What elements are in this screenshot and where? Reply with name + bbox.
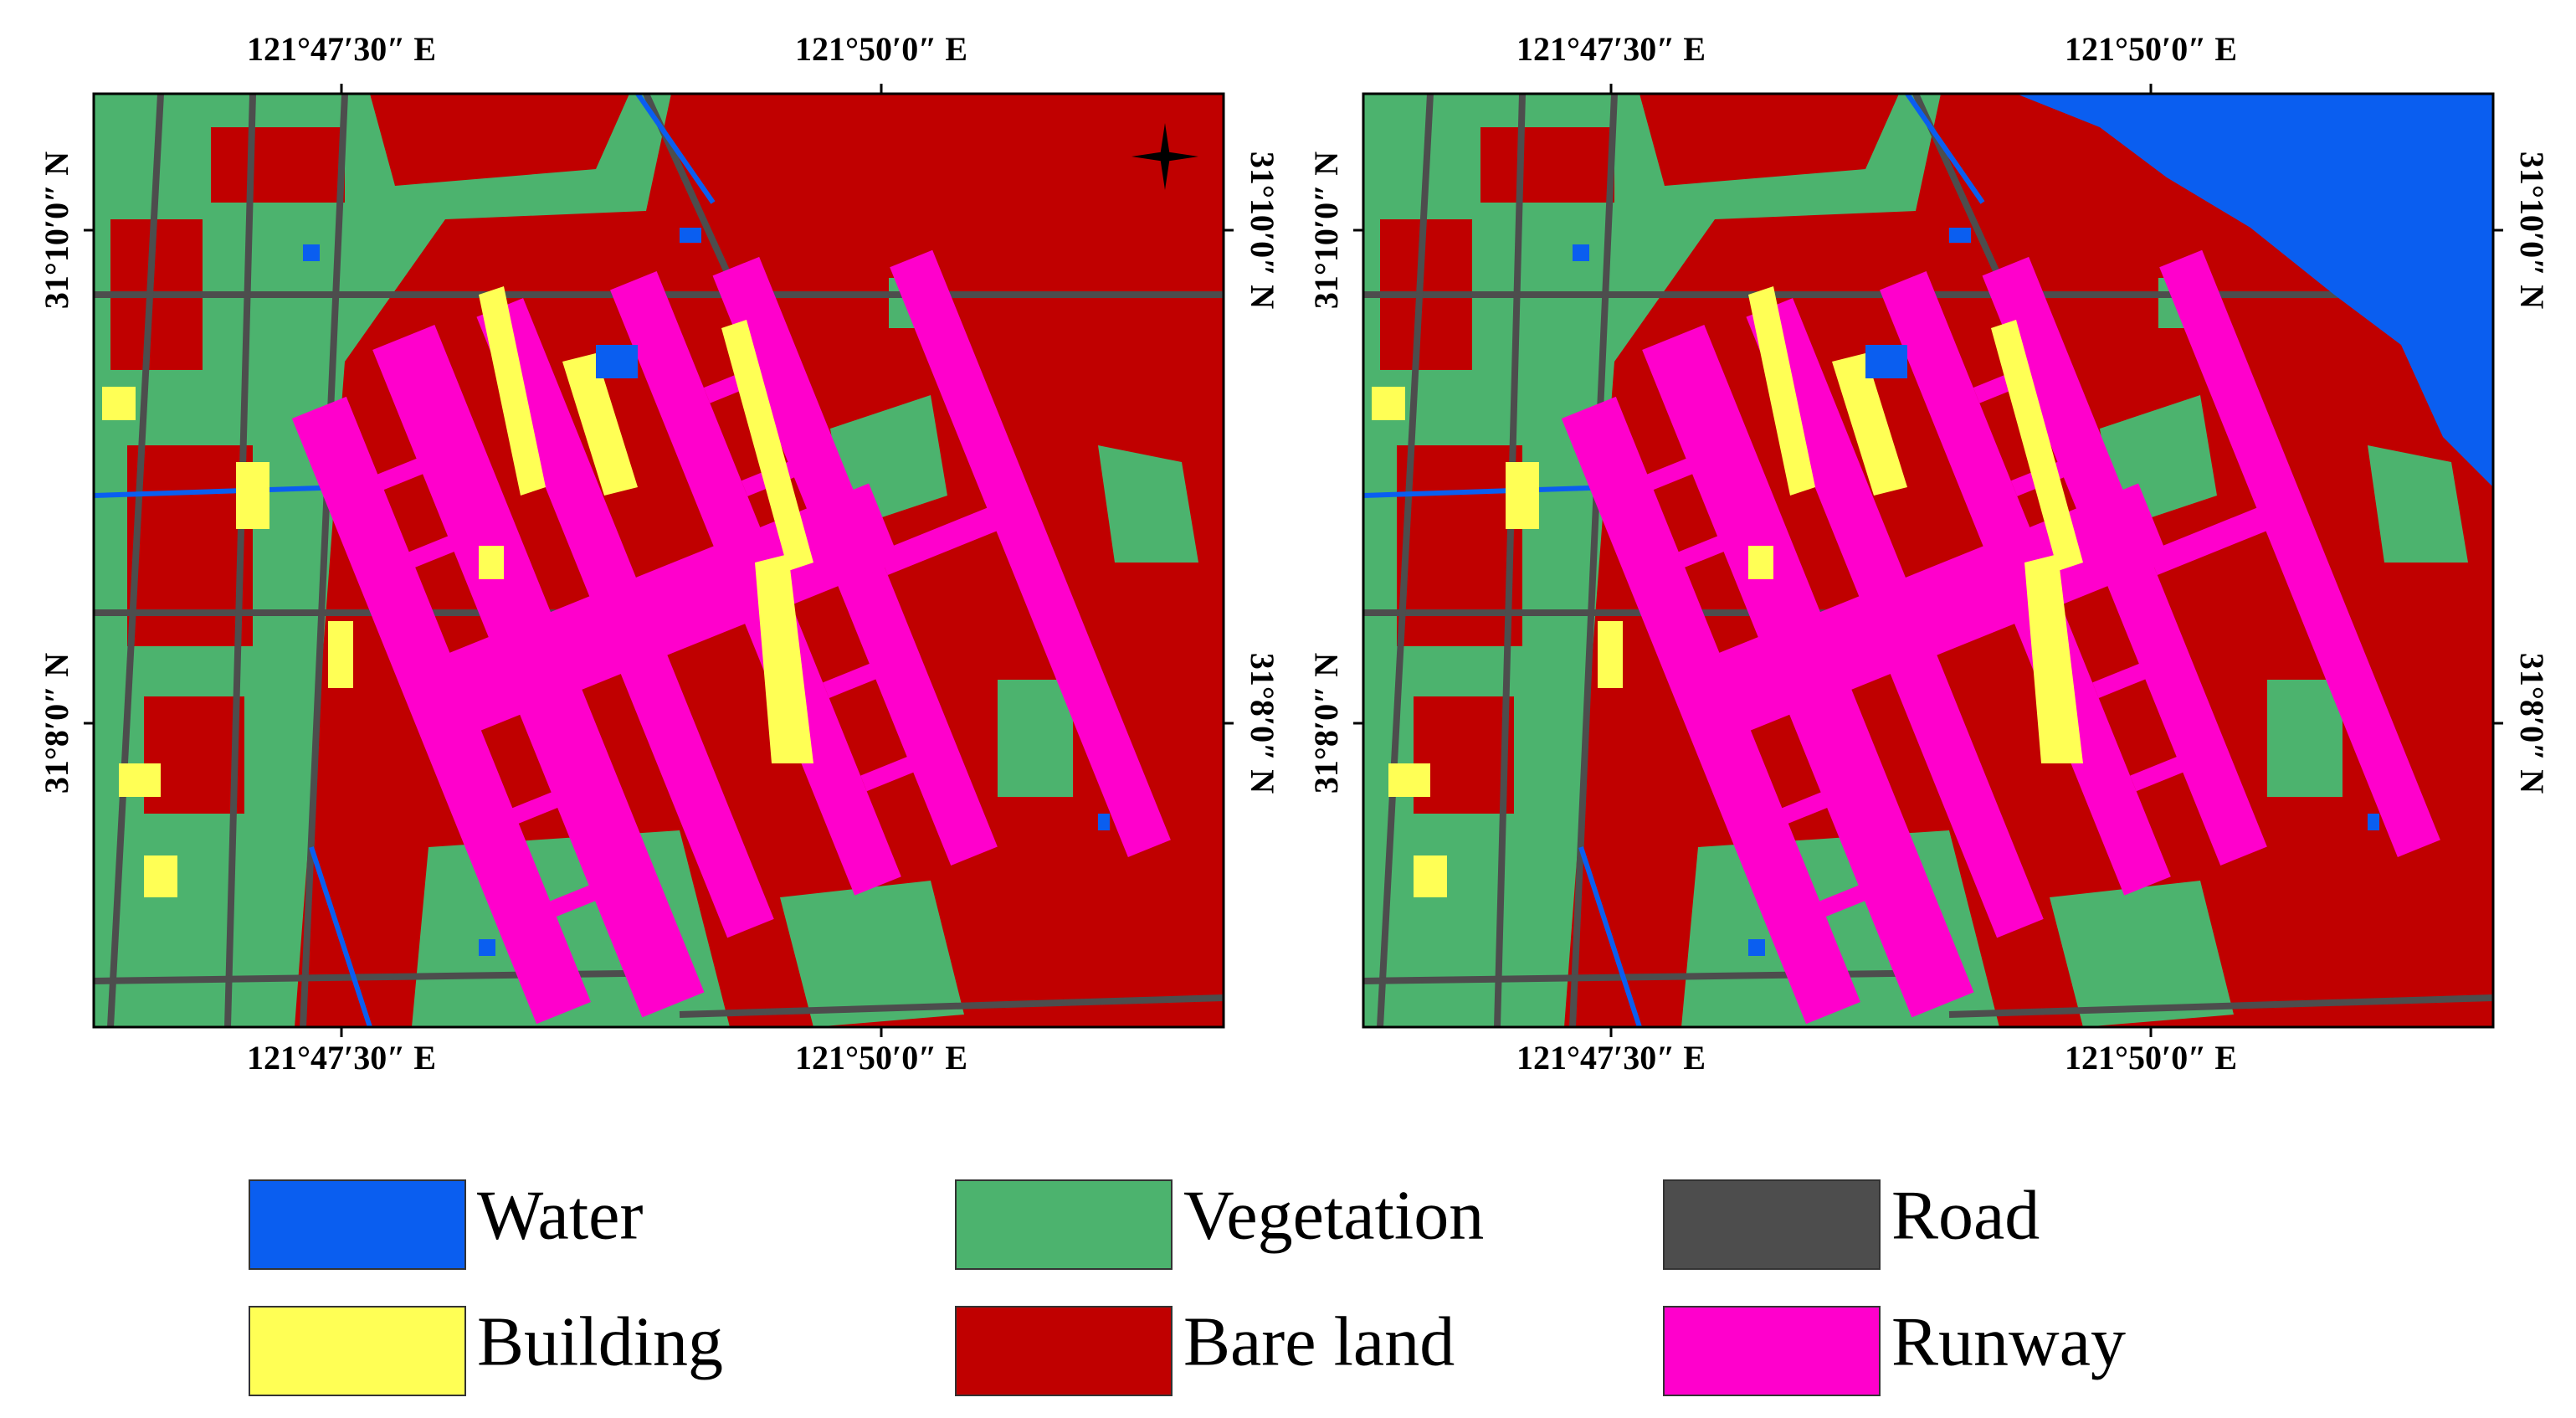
longitude-label: 121°50′0″ E: [795, 1039, 967, 1076]
longitude-label: 121°47′30″ E: [1516, 30, 1706, 68]
latitude-label: 31°8′0″ N: [1307, 653, 1345, 794]
legend-label: Runway: [1891, 1302, 2126, 1380]
longitude-label: 121°50′0″ E: [2065, 1039, 2237, 1076]
longitude-label: 121°47′30″ E: [1516, 1039, 1706, 1076]
latitude-label: 31°8′0″ N: [2513, 653, 2551, 794]
latitude-label: 31°8′0″ N: [38, 653, 75, 794]
latitude-label: 31°10′0″ N: [1244, 152, 1281, 309]
map-image: [94, 94, 1224, 1086]
map-frame: [1362, 92, 2495, 1029]
map-frame: [92, 92, 1225, 1029]
water-body: [2016, 94, 2493, 487]
legend-label: Water: [477, 1176, 643, 1254]
legend: Water Vegetation Road Building Bare land Runw…: [249, 1176, 2126, 1396]
map-panel: 121°47′30″ E 121°47′30″ E 121°50′0″ E 121°5…: [38, 30, 1281, 1086]
longitude-label: 121°47′30″ E: [247, 1039, 436, 1076]
longitude-label: 121°50′0″ E: [2065, 30, 2237, 68]
legend-swatch: [955, 1179, 1173, 1270]
longitude-label: 121°47′30″ E: [247, 30, 436, 68]
latitude-label: 31°10′0″ N: [2513, 152, 2551, 309]
land-cover-map: [94, 94, 1224, 1086]
longitude-label: 121°50′0″ E: [795, 30, 967, 68]
legend-label: Road: [1891, 1176, 2040, 1254]
legend-swatch: [1663, 1306, 1881, 1396]
map-image: [1363, 94, 2493, 1086]
latitude-label: 31°10′0″ N: [38, 152, 75, 309]
latitude-label: 31°8′0″ N: [1244, 653, 1281, 794]
legend-swatch: [1663, 1179, 1881, 1270]
legend-swatch: [955, 1306, 1173, 1396]
legend-swatch: [249, 1179, 466, 1270]
legend-label: Building: [477, 1302, 723, 1380]
legend-label: Bare land: [1183, 1302, 1455, 1380]
latitude-label: 31°10′0″ N: [1307, 152, 1345, 309]
legend-swatch: [249, 1306, 466, 1396]
legend-label: Vegetation: [1183, 1176, 1484, 1254]
map-panel: 121°47′30″ E 121°47′30″ E 121°50′0″ E 121°5…: [1307, 30, 2551, 1086]
